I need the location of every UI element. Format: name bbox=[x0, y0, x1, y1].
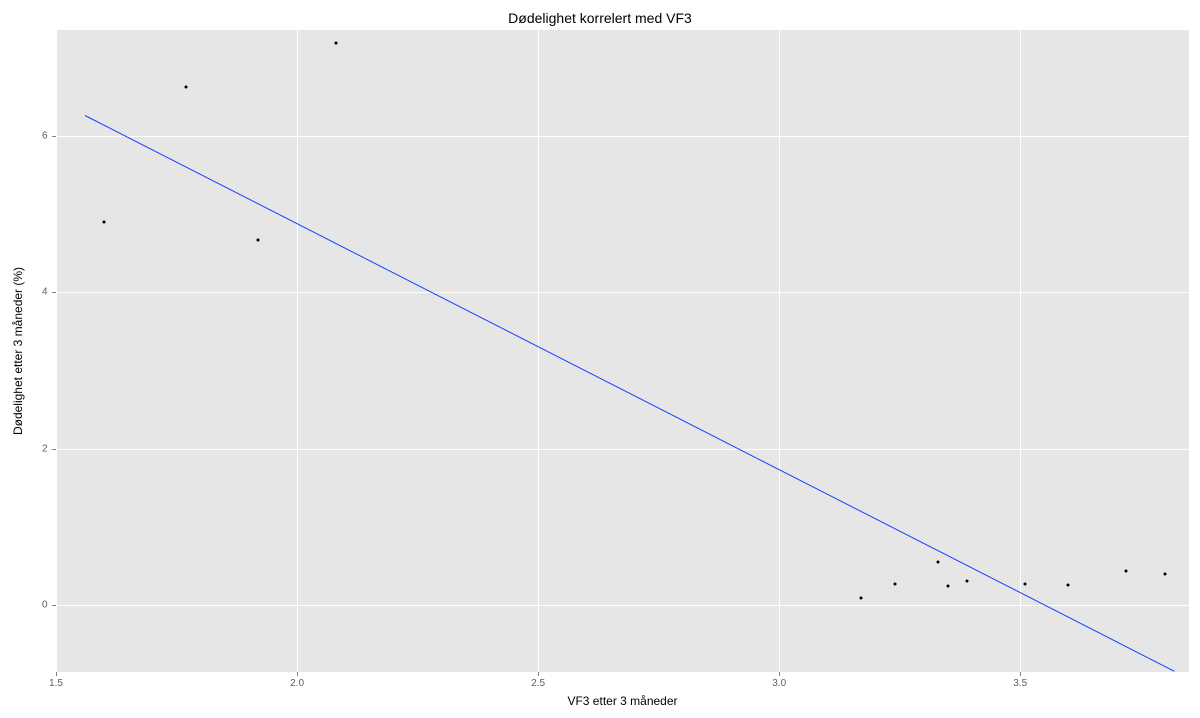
data-point bbox=[1024, 583, 1027, 586]
y-tick-mark bbox=[52, 605, 56, 606]
grid-line-horizontal bbox=[56, 136, 1189, 137]
y-tick-label: 6 bbox=[42, 130, 48, 141]
y-tick-mark bbox=[52, 136, 56, 137]
x-tick-label: 2.5 bbox=[531, 678, 545, 689]
data-point bbox=[103, 220, 106, 223]
grid-line-vertical bbox=[56, 30, 57, 672]
data-point bbox=[1125, 570, 1128, 573]
regression-line bbox=[85, 115, 1175, 672]
x-tick-mark bbox=[297, 672, 298, 676]
data-point bbox=[966, 580, 969, 583]
data-point bbox=[1163, 573, 1166, 576]
chart-title: Dødelighet korrelert med VF3 bbox=[0, 10, 1200, 26]
y-tick-label: 4 bbox=[42, 287, 48, 298]
y-tick-mark bbox=[52, 292, 56, 293]
grid-line-vertical bbox=[297, 30, 298, 672]
data-point bbox=[860, 596, 863, 599]
x-tick-mark bbox=[538, 672, 539, 676]
data-point bbox=[185, 86, 188, 89]
grid-line-vertical bbox=[538, 30, 539, 672]
data-point bbox=[946, 584, 949, 587]
y-axis-label: Dødelighet etter 3 måneder (%) bbox=[11, 267, 25, 435]
grid-line-vertical bbox=[1020, 30, 1021, 672]
x-tick-mark bbox=[1020, 672, 1021, 676]
y-tick-label: 0 bbox=[42, 600, 48, 611]
y-tick-mark bbox=[52, 449, 56, 450]
x-tick-mark bbox=[56, 672, 57, 676]
data-point bbox=[257, 238, 260, 241]
grid-line-horizontal bbox=[56, 605, 1189, 606]
x-axis-label: VF3 etter 3 måneder bbox=[567, 694, 677, 708]
data-point bbox=[1067, 584, 1070, 587]
grid-line-vertical bbox=[779, 30, 780, 672]
grid-line-horizontal bbox=[56, 292, 1189, 293]
data-point bbox=[893, 583, 896, 586]
x-tick-label: 1.5 bbox=[49, 678, 63, 689]
data-point bbox=[937, 560, 940, 563]
plot-panel bbox=[56, 30, 1189, 672]
grid-line-horizontal bbox=[56, 449, 1189, 450]
data-point bbox=[334, 42, 337, 45]
x-tick-label: 3.0 bbox=[772, 678, 786, 689]
x-tick-label: 3.5 bbox=[1013, 678, 1027, 689]
x-tick-label: 2.0 bbox=[290, 678, 304, 689]
x-tick-mark bbox=[779, 672, 780, 676]
scatter-chart: Dødelighet korrelert med VF3 VF3 etter 3… bbox=[0, 0, 1200, 718]
y-tick-label: 2 bbox=[42, 443, 48, 454]
